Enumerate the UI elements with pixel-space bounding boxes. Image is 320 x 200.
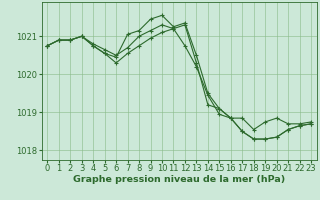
X-axis label: Graphe pression niveau de la mer (hPa): Graphe pression niveau de la mer (hPa) <box>73 175 285 184</box>
